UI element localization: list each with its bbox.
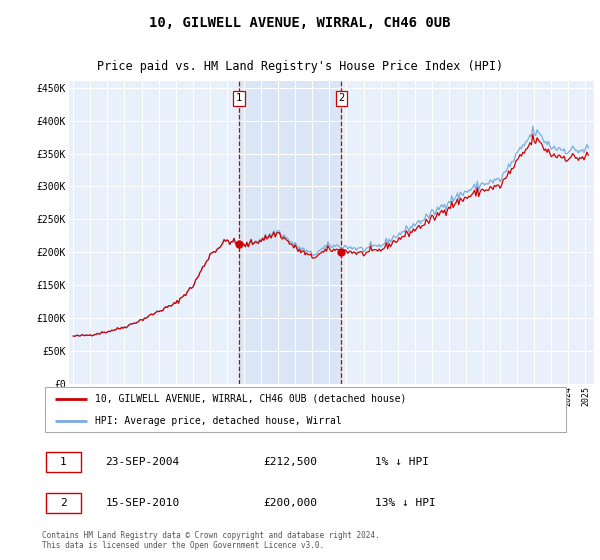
Text: HPI: Average price, detached house, Wirral: HPI: Average price, detached house, Wirr… — [95, 416, 341, 426]
Text: £200,000: £200,000 — [264, 498, 318, 508]
FancyBboxPatch shape — [46, 493, 80, 514]
Text: 10, GILWELL AVENUE, WIRRAL, CH46 0UB (detached house): 10, GILWELL AVENUE, WIRRAL, CH46 0UB (de… — [95, 394, 406, 404]
Text: Price paid vs. HM Land Registry's House Price Index (HPI): Price paid vs. HM Land Registry's House … — [97, 60, 503, 73]
Text: 15-SEP-2010: 15-SEP-2010 — [106, 498, 179, 508]
Text: 2: 2 — [338, 94, 344, 103]
FancyBboxPatch shape — [44, 387, 566, 432]
Text: 23-SEP-2004: 23-SEP-2004 — [106, 457, 179, 466]
Text: 13% ↓ HPI: 13% ↓ HPI — [374, 498, 436, 508]
Text: £212,500: £212,500 — [264, 457, 318, 466]
Text: 10, GILWELL AVENUE, WIRRAL, CH46 0UB: 10, GILWELL AVENUE, WIRRAL, CH46 0UB — [149, 16, 451, 30]
Text: Contains HM Land Registry data © Crown copyright and database right 2024.
This d: Contains HM Land Registry data © Crown c… — [42, 531, 380, 550]
Text: 2: 2 — [60, 498, 67, 508]
FancyBboxPatch shape — [46, 451, 80, 472]
Text: 1% ↓ HPI: 1% ↓ HPI — [374, 457, 428, 466]
Text: 1: 1 — [60, 457, 67, 466]
Bar — [239, 81, 341, 384]
Text: 1: 1 — [236, 94, 242, 103]
